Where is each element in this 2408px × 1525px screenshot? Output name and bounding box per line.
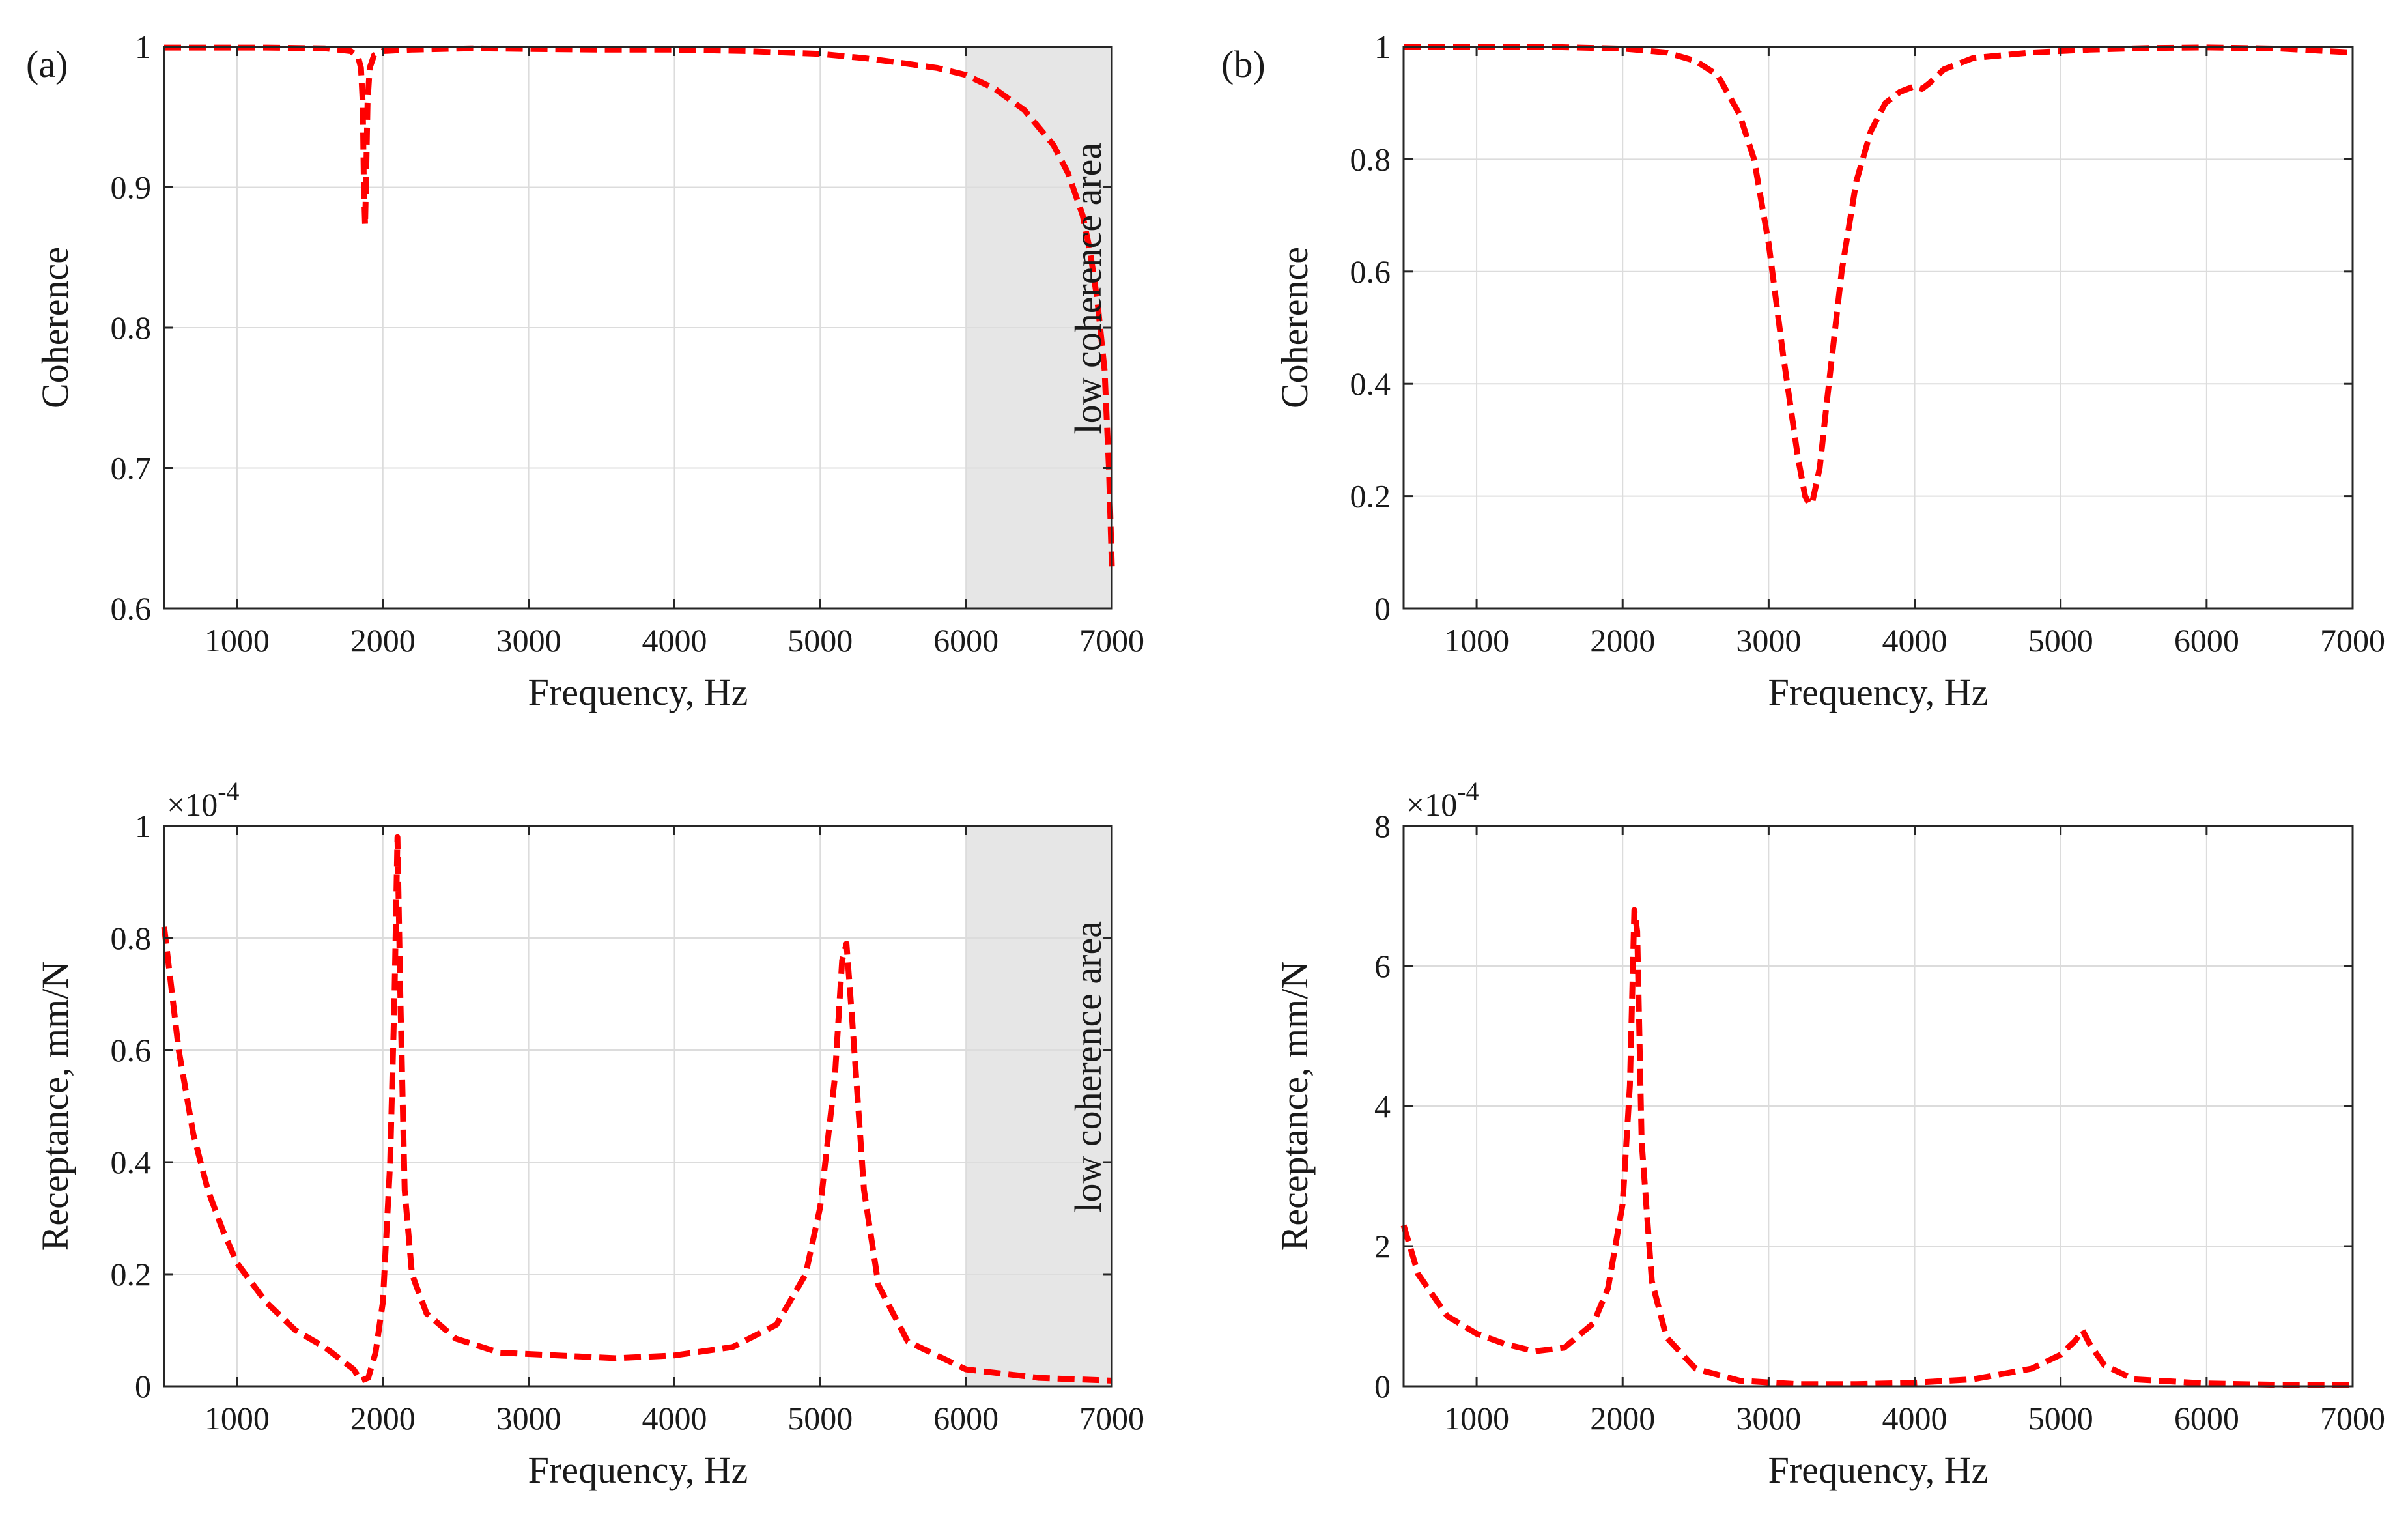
x-tick-label: 2000 [350,1400,416,1436]
chart-b-coherence: 1000 2000 3000 4000 5000 6000 7000 0 0.2 0.4 0.6 0.… [1273,29,2385,713]
x-tick-label: 6000 [2174,1400,2239,1436]
x-tick-label: 2000 [1590,1400,1655,1436]
y-tick-label: 0.7 [111,450,152,487]
x-tick-label: 4000 [642,1400,707,1436]
series-line-coherence [164,44,1115,567]
low-coherence-label: low coherence area [1067,921,1109,1213]
panel-label-a: (a) [26,43,68,85]
x-tick-label: 2000 [1590,622,1655,659]
charts-layer: 1000 2000 3000 4000 5000 6000 70000.60.70.80.9… [34,29,2385,1491]
y-tick-label: 1 [135,808,151,844]
y-tick-label: 0.9 [111,169,152,206]
x-tick-label: 5000 [2028,1400,2093,1436]
series-line-coherence [1404,44,2353,507]
x-axis-label: Frequency, Hz [1768,1449,1989,1491]
x-tick-label: 7000 [2320,622,2385,659]
x-axis-label: Frequency, Hz [528,1449,748,1491]
x-tick-label: 1000 [205,622,270,659]
y-tick-label: 0.8 [1350,141,1391,177]
y-tick-label: 0.2 [1350,478,1391,515]
x-tick-label: 1000 [1444,1400,1509,1436]
x-tick-label: 6000 [933,1400,999,1436]
y-tick-label: 0.8 [111,920,152,956]
axes-box [1402,46,2354,610]
y-tick-label: 0.6 [1350,253,1391,290]
x-tick-label: 5000 [787,1400,853,1436]
x-tick-label: 5000 [2028,622,2093,659]
y-axis-label: Coherence [1273,247,1316,408]
chart-b-receptance: 1000 2000 3000 4000 5000 6000 7000 0 2 4 6 8 Frequen… [1273,777,2385,1491]
y-tick-label: 0.6 [111,590,152,627]
low-coherence-region [966,826,1112,1386]
y-tick-label: 0.8 [111,309,152,346]
panel-label-b: (b) [1221,43,1266,85]
x-tick-label: 3000 [496,1400,561,1436]
y-axis-label: Receptance, mm/N [1273,962,1316,1251]
y-tick-label: 2 [1374,1228,1391,1264]
x-tick-label: 7000 [2320,1400,2385,1436]
x-tick-label: 4000 [1882,1400,1948,1436]
x-tick-label: 6000 [933,622,999,659]
y-tick-label: 0.4 [111,1144,152,1180]
x-tick-label: 6000 [2174,622,2239,659]
axes-box [163,825,1113,1388]
y-axis-label: Receptance, mm/N [34,962,76,1251]
exponent-power: -4 [1457,777,1479,806]
x-tick-label: 4000 [642,622,707,659]
y-tick-label: 0.4 [1350,365,1391,402]
exponent-label: ×10-4 [1406,777,1479,823]
y-tick-label: 6 [1374,948,1391,984]
x-tick-label: 3000 [1736,622,1801,659]
x-tick-label: 2000 [350,622,416,659]
x-tick-label: 7000 [1079,1400,1144,1436]
y-tick-label: 8 [1374,808,1391,844]
y-tick-label: 1 [135,29,151,65]
x-tick-label: 7000 [1079,622,1144,659]
y-tick-label: 0 [1374,590,1391,627]
y-tick-label: 0 [1374,1368,1391,1404]
y-tick-label: 0.2 [111,1256,152,1292]
y-tick-label: 1 [1374,29,1391,65]
low-coherence-label: low coherence area [1067,143,1109,435]
series-line-receptance [1400,907,2353,1388]
y-tick-label: 4 [1374,1088,1391,1124]
x-tick-label: 3000 [496,622,561,659]
x-tick-label: 1000 [1444,622,1509,659]
x-axis-label: Frequency, Hz [528,671,748,713]
exponent-label: ×10-4 [167,777,240,823]
y-tick-label: 0.6 [111,1032,152,1068]
chart-a-receptance: 1000 2000 3000 4000 5000 6000 7000 0 0.2 0.4 0.6 0.… [34,777,1144,1491]
chart-a-coherence: 1000 2000 3000 4000 5000 6000 7000 0.6 0.7 0.8 0.9… [34,29,1144,713]
x-tick-label: 3000 [1736,1400,1801,1436]
x-tick-label: 4000 [1882,622,1948,659]
x-tick-label: 5000 [787,622,853,659]
exponent-power: -4 [218,777,239,806]
y-tick-label: 0 [135,1368,151,1404]
x-tick-label: 1000 [205,1400,270,1436]
x-axis-label: Frequency, Hz [1768,671,1989,713]
y-axis-label: Coherence [34,247,76,408]
